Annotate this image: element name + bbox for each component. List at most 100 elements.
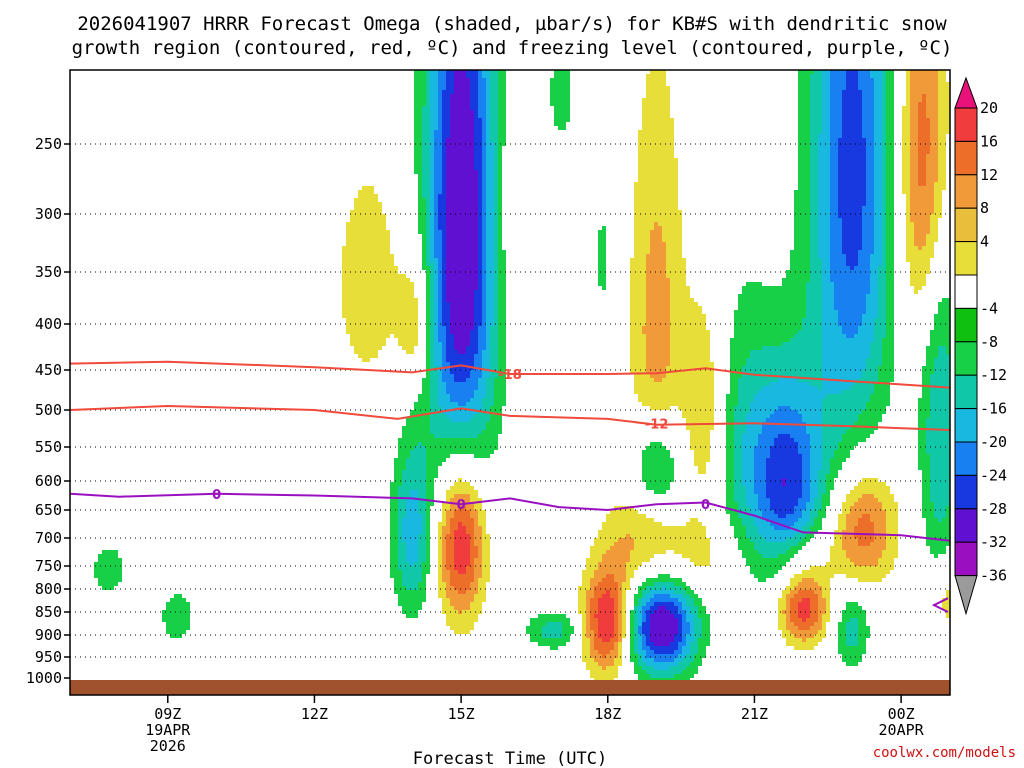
omega-cell (482, 214, 486, 218)
omega-cell (926, 130, 930, 134)
omega-cell (374, 262, 378, 266)
omega-cell (822, 326, 826, 330)
omega-cell (462, 238, 466, 242)
omega-cell (826, 150, 830, 154)
omega-cell (470, 250, 474, 254)
omega-cell (910, 210, 914, 214)
omega-cell (398, 306, 402, 310)
omega-cell (674, 210, 678, 214)
omega-cell (502, 322, 506, 326)
omega-cell (878, 70, 882, 74)
omega-cell (802, 278, 806, 282)
omega-cell (398, 286, 402, 290)
omega-cell (834, 110, 838, 114)
omega-cell (754, 298, 758, 302)
omega-cell (374, 310, 378, 314)
omega-cell (426, 282, 430, 286)
omega-cell (818, 190, 822, 194)
omega-cell (866, 274, 870, 278)
omega-cell (862, 202, 866, 206)
omega-cell (942, 78, 946, 82)
omega-cell (838, 138, 842, 142)
omega-cell (354, 234, 358, 238)
omega-cell (354, 270, 358, 274)
omega-cell (470, 238, 474, 242)
omega-cell (866, 82, 870, 86)
omega-cell (470, 90, 474, 94)
omega-cell (806, 242, 810, 246)
omega-cell (834, 318, 838, 322)
omega-cell (886, 222, 890, 226)
omega-cell (682, 278, 686, 282)
omega-cell (658, 178, 662, 182)
omega-cell (478, 110, 482, 114)
omega-cell (822, 78, 826, 82)
omega-cell (874, 138, 878, 142)
omega-cell (842, 82, 846, 86)
omega-cell (490, 270, 494, 274)
omega-cell (450, 114, 454, 118)
omega-cell (426, 142, 430, 146)
omega-cell (878, 294, 882, 298)
omega-cell (474, 190, 478, 194)
omega-cell (934, 158, 938, 162)
omega-cell (378, 230, 382, 234)
omega-cell (410, 294, 414, 298)
omega-cell (750, 326, 754, 330)
omega-cell (370, 242, 374, 246)
omega-cell (430, 142, 434, 146)
omega-cell (906, 174, 910, 178)
omega-cell (634, 258, 638, 262)
omega-cell (670, 230, 674, 234)
omega-cell (478, 286, 482, 290)
omega-cell (862, 154, 866, 158)
omega-cell (830, 310, 834, 314)
omega-cell (914, 158, 918, 162)
omega-cell (890, 234, 894, 238)
omega-cell (802, 102, 806, 106)
omega-cell (646, 314, 650, 318)
omega-cell (930, 74, 934, 78)
omega-cell (430, 262, 434, 266)
omega-cell (658, 118, 662, 122)
omega-cell (638, 286, 642, 290)
omega-cell (498, 86, 502, 90)
omega-cell (882, 278, 886, 282)
omega-cell (454, 118, 458, 122)
omega-cell (470, 118, 474, 122)
omega-cell (870, 114, 874, 118)
omega-cell (370, 318, 374, 322)
omega-cell (438, 122, 442, 126)
omega-cell (842, 234, 846, 238)
omega-cell (478, 318, 482, 322)
omega-cell (678, 238, 682, 242)
omega-cell (446, 270, 450, 274)
omega-cell (866, 74, 870, 78)
omega-cell (426, 302, 430, 306)
omega-cell (478, 78, 482, 82)
omega-cell (862, 242, 866, 246)
omega-cell (910, 246, 914, 250)
omega-cell (490, 290, 494, 294)
omega-cell (746, 282, 750, 286)
omega-cell (826, 246, 830, 250)
omega-cell (830, 254, 834, 258)
omega-cell (558, 82, 562, 86)
omega-cell (446, 282, 450, 286)
omega-cell (846, 170, 850, 174)
omega-cell (838, 146, 842, 150)
omega-cell (454, 274, 458, 278)
omega-cell (818, 250, 822, 254)
omega-cell (906, 206, 910, 210)
omega-cell (814, 254, 818, 258)
omega-cell (370, 322, 374, 326)
omega-cell (682, 274, 686, 278)
omega-cell (478, 150, 482, 154)
omega-cell (694, 302, 698, 306)
omega-cell (842, 270, 846, 274)
omega-cell (466, 178, 470, 182)
omega-cell (662, 218, 666, 222)
omega-cell (762, 302, 766, 306)
omega-cell (342, 258, 346, 262)
omega-cell (822, 258, 826, 262)
